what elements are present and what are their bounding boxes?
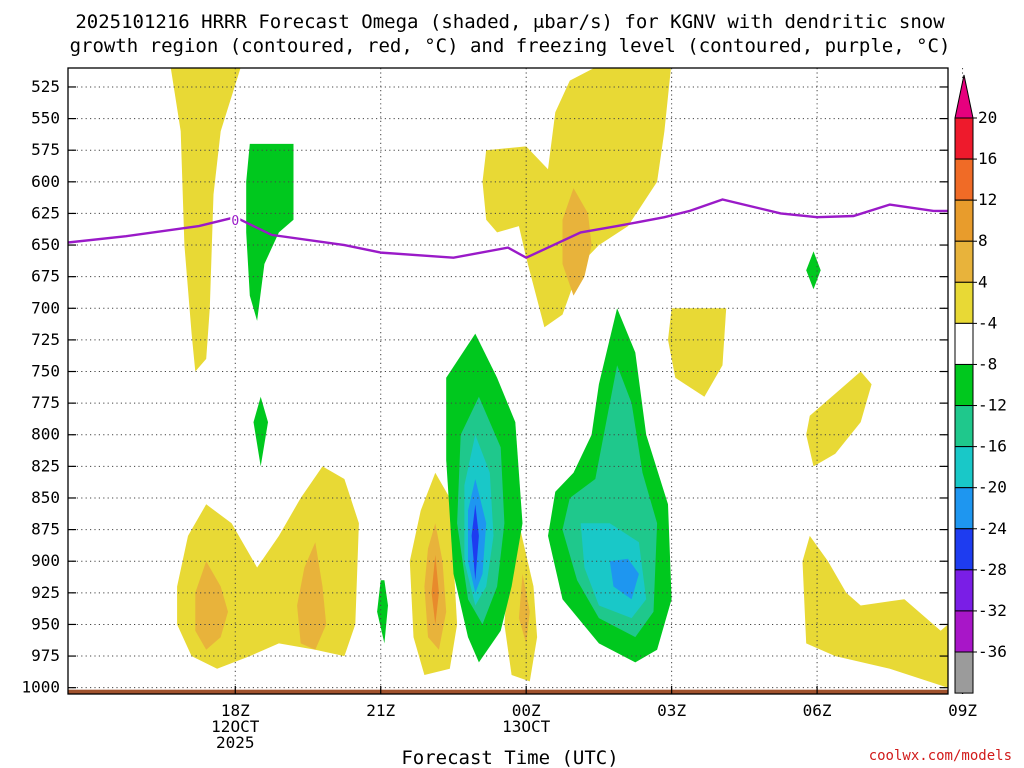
colorbar-box [954,446,974,489]
colorbar-label: 8 [978,231,988,250]
x-tick-label: 03Z [657,701,686,720]
y-tick-label: 1000 [21,678,60,697]
colorbar-box [954,487,974,530]
freezing-level-line [68,198,948,260]
omega-region-pos4-12 [806,371,872,467]
x-tick-label: 09Z [948,701,977,720]
omega-region-pos8-3 [297,542,327,650]
colorbar-box [954,117,974,160]
y-tick-label: 625 [31,203,60,222]
colorbar: 20 16 12 8 4 -4 -8 -12 -16 -20 -24 -28 -32 -36 [954,74,1007,694]
omega-region-neg16-26 [609,558,639,600]
colorbar-label: 12 [978,190,997,209]
watermark: coolwx.com/models [869,748,1012,764]
colorbar-label: 4 [978,272,988,291]
colorbar-box [954,158,974,201]
omega-region-neg20-22 [471,504,479,581]
chart-title-line2: growth region (contoured, red, °C) and f… [70,35,951,57]
y-tick-label: 700 [31,298,60,317]
omega-region-neg4-15 [246,143,294,321]
omega-shading-layer [170,68,948,688]
x-tick-label: 00Z [512,701,541,720]
freezing-level-layer: 0 [68,198,948,260]
y-tick-label: 600 [31,172,60,191]
colorbar-label: -16 [978,437,1007,456]
colorbar-label: -32 [978,601,1007,620]
omega-region-neg4-17 [377,580,388,644]
x-tick-label: 21Z [366,701,395,720]
colorbar-over-triangle [954,74,974,119]
colorbar-box [954,528,974,571]
y-tick-label: 900 [31,551,60,570]
colorbar-box [954,240,974,283]
ground-layer [68,689,948,694]
y-tick-label: 725 [31,330,60,349]
y-tick-label: 650 [31,235,60,254]
omega-region-pos4-13 [802,535,948,688]
colorbar-label: 20 [978,108,997,127]
colorbar-label: -8 [978,354,997,373]
colorbar-label: -20 [978,478,1007,497]
x-tick-label: 06Z [803,701,832,720]
x-tick-label: 12OCT [211,717,260,736]
colorbar-label: -4 [978,313,997,332]
ground-band [68,689,948,694]
colorbar-label: 16 [978,149,997,168]
colorbar-box [954,281,974,324]
y-tick-label: 950 [31,614,60,633]
colorbar-box [954,363,974,407]
y-tick-label: 850 [31,488,60,507]
colorbar-box [954,199,974,242]
colorbar-box [954,651,974,694]
freezing-level-label: 0 [231,214,239,229]
x-tick-label: 18Z [221,701,250,720]
chart-title-line1: 2025101216 HRRR Forecast Omega (shaded, … [75,11,945,33]
omega-region-pos4-0 [170,68,241,372]
y-axis: 525 550 575 600 625 650 675 700 725 750 775 800 825 8… [21,77,948,697]
colorbar-label: -24 [978,519,1007,538]
omega-region-pos12-6 [431,554,439,625]
x-axis-title: Forecast Time (UTC) [401,747,618,768]
x-tick-label: 13OCT [502,717,551,736]
omega-region-pos8-10 [562,188,592,296]
colorbar-box [954,569,974,612]
plot-frame [67,67,949,695]
omega-region-neg4-16 [253,396,268,467]
y-tick-label: 750 [31,362,60,381]
y-tick-label: 575 [31,140,60,159]
y-tick-label: 975 [31,646,60,665]
omega-region-pos8-2 [195,561,228,650]
omega-region-neg4-27 [806,251,821,290]
x-tick-label: 2025 [216,733,255,752]
colorbar-box [954,610,974,653]
omega-region-pos4-11 [668,308,727,397]
omega-region-pos8-8 [518,573,530,644]
y-tick-label: 675 [31,267,60,286]
colorbar-label: -36 [978,642,1007,661]
y-tick-label: 825 [31,456,60,475]
y-tick-label: 875 [31,520,60,539]
y-tick-label: 525 [31,77,60,96]
y-tick-label: 925 [31,583,60,602]
y-tick-label: 550 [31,109,60,128]
colorbar-box [954,405,974,448]
freezing-level-label-bg [230,211,241,227]
colorbar-box [954,322,974,365]
grid-lines [68,68,964,694]
colorbar-label: -28 [978,560,1007,579]
colorbar-label: -12 [978,396,1007,415]
y-tick-label: 775 [31,393,60,412]
y-tick-label: 800 [31,425,60,444]
